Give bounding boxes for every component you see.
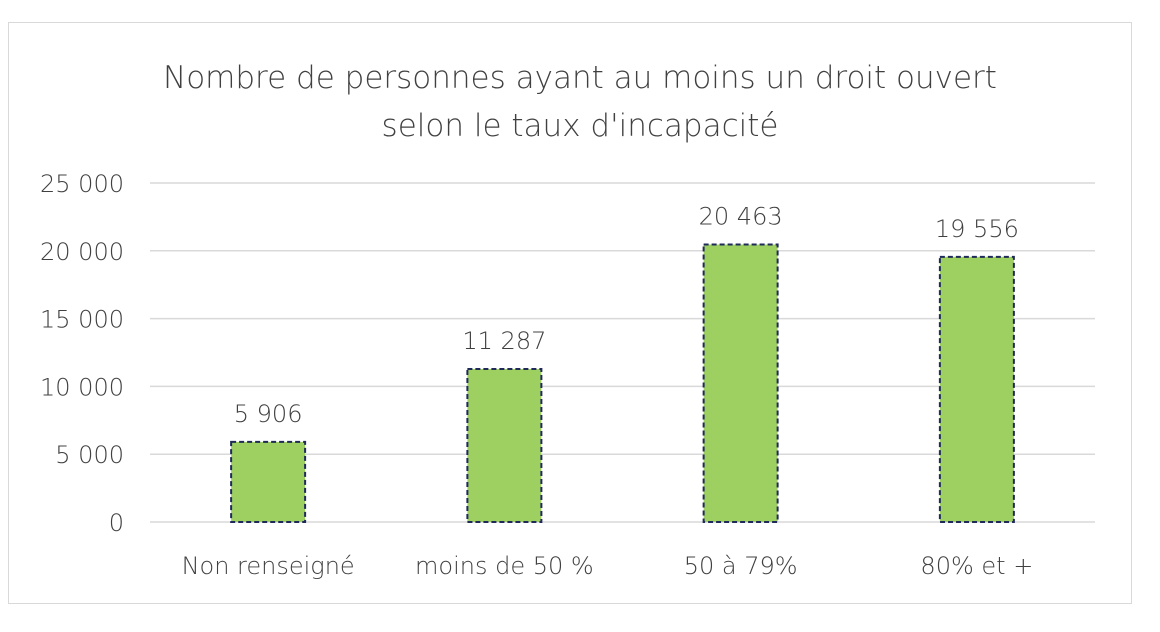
y-tick-label: 5 000 <box>55 441 124 469</box>
bar <box>230 440 307 523</box>
chart-title: Nombre de personnes ayant au moins un dr… <box>0 54 1160 150</box>
bar <box>702 243 779 523</box>
x-tick-label: 80% et + <box>920 552 1033 580</box>
x-tick-label: Non renseigné <box>182 552 355 580</box>
y-tick-label: 20 000 <box>40 238 124 266</box>
x-tick-label: 50 à 79% <box>684 552 798 580</box>
y-tick-label: 15 000 <box>40 306 124 334</box>
chart-frame <box>8 22 1132 604</box>
y-tick-label: 10 000 <box>40 373 124 401</box>
data-label: 19 556 <box>935 215 1019 243</box>
x-tick-label: moins de 50 % <box>415 552 594 580</box>
data-label: 20 463 <box>699 203 783 231</box>
bar <box>466 367 543 523</box>
y-tick-label: 25 000 <box>40 170 124 198</box>
title-line-1: Nombre de personnes ayant au moins un dr… <box>163 60 997 96</box>
data-label: 11 287 <box>462 327 546 355</box>
y-tick-label: 0 <box>109 509 124 537</box>
bar <box>938 255 1015 523</box>
data-label: 5 906 <box>234 400 303 428</box>
title-line-2: selon le taux d'incapacité <box>381 108 779 144</box>
